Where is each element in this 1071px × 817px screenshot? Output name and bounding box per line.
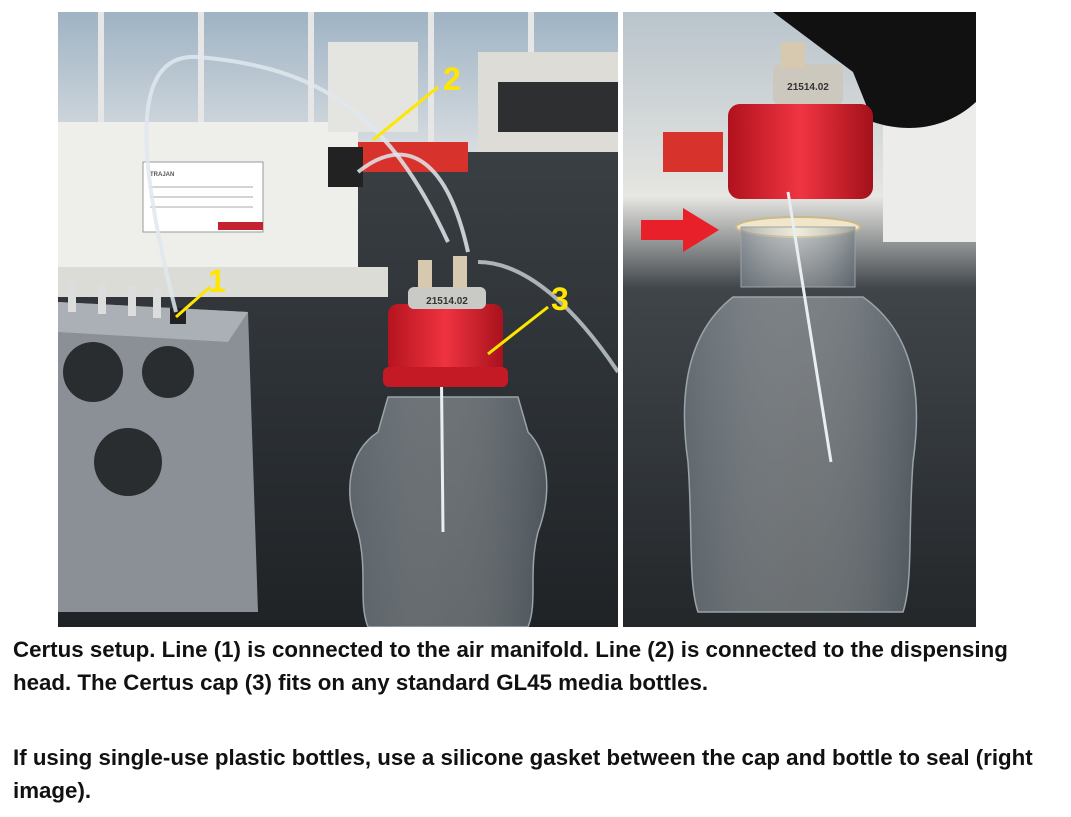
callout-number-1: 1 [208,263,226,299]
setup-photo-left: TRAJAN 21514.02 [58,12,618,627]
figure-caption-setup: Certus setup. Line (1) is connected to t… [13,637,1008,695]
cap-engraving-right: 21514.02 [787,82,829,93]
cap-engraving-left: 21514.02 [426,296,468,307]
instrument-label-brand: TRAJAN [150,172,174,178]
callout-number-3: 3 [551,281,569,317]
gasket-photo-right-drawing: 21514.02 [623,12,976,627]
gasket-photo-right: 21514.02 [623,12,976,627]
figure-caption-gasket: If using single-use plastic bottles, use… [13,745,1033,803]
setup-photo-left-drawing: TRAJAN 21514.02 [58,12,618,627]
callout-number-2: 2 [443,61,461,97]
